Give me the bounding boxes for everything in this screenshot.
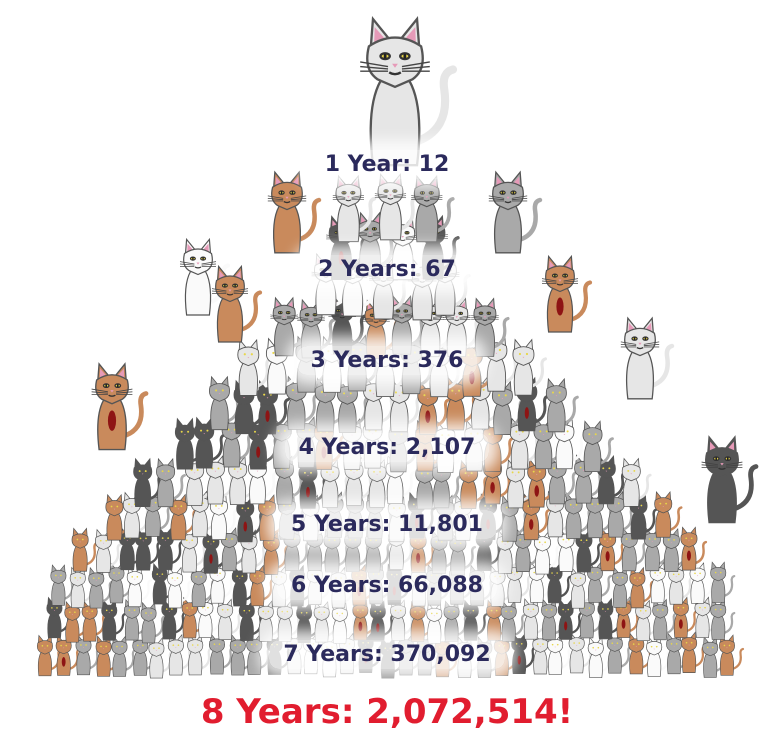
cat-icon (621, 457, 652, 507)
cat-icon (267, 170, 322, 254)
cat-icon (546, 561, 572, 604)
cat-icon (148, 636, 174, 679)
cat-icon (719, 634, 745, 676)
cat-icon (411, 174, 455, 243)
cat-icon (166, 566, 193, 609)
cat-icon (469, 564, 495, 607)
cat-icon (547, 633, 573, 675)
cat-icon (587, 636, 613, 678)
cat-icon (512, 338, 547, 396)
cat-icon (320, 458, 351, 508)
cat-icon (620, 527, 648, 572)
cat-icon (459, 459, 489, 509)
cat-icon (374, 172, 419, 241)
cat-icon (101, 599, 127, 641)
cat-icon (652, 598, 678, 641)
cat-icon (646, 635, 672, 677)
cat-icon (643, 527, 671, 572)
cat-icon (369, 600, 395, 642)
cat-icon (488, 170, 543, 254)
cat-icon (386, 563, 412, 605)
cat-icon (710, 598, 736, 640)
cat-icon (313, 600, 339, 643)
cat-icon (187, 633, 213, 676)
cat-icon (596, 454, 627, 505)
cat-icon (151, 562, 177, 605)
cat-icon (491, 380, 525, 436)
cat-icon (654, 490, 683, 538)
cat-icon (390, 599, 416, 641)
cat-icon (211, 264, 263, 343)
cat-icon (270, 296, 309, 357)
cat-icon (36, 634, 63, 677)
cat-icon (629, 566, 655, 609)
cat-icon (91, 362, 149, 451)
cat-icon (462, 599, 488, 641)
cat-icon (509, 417, 541, 470)
cat-icon (541, 254, 593, 333)
cat-icon (156, 457, 186, 508)
cat-icon (426, 602, 452, 644)
cat-icon (582, 420, 614, 473)
cat-icon (680, 526, 708, 571)
cat-icon (332, 174, 377, 243)
cat-icon (533, 530, 561, 575)
cat-icon (449, 531, 477, 576)
cat-icon (620, 316, 675, 400)
cat-icon (575, 528, 603, 573)
cat-icon (532, 632, 558, 675)
cat-icon (331, 602, 357, 644)
cat-icon (500, 600, 526, 642)
cat-icon (111, 635, 137, 677)
cat-icon (126, 565, 152, 608)
cat-icon (545, 377, 579, 433)
cat-icon (681, 631, 707, 673)
cat-icon (167, 633, 193, 676)
cat-icon (330, 566, 356, 609)
cat-icon (710, 561, 736, 603)
cat-icon (71, 527, 99, 572)
cat-icon (336, 378, 370, 434)
cat-icon (701, 435, 759, 524)
cat-icon (140, 601, 166, 644)
cat-icon (456, 636, 482, 678)
cat-icon (179, 237, 231, 316)
gray-cat-icon (360, 16, 458, 167)
cat-icon (672, 596, 698, 638)
cat-icon (471, 297, 510, 357)
cat-icon (557, 598, 583, 640)
cat-icon (194, 416, 226, 469)
cat-icon (237, 338, 272, 396)
